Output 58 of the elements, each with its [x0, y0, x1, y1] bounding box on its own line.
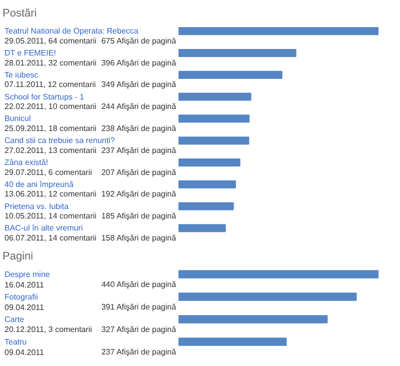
text: 13.06.2011, 12 comentarii	[4, 190, 97, 199]
y-tick-label: Cand stii ca trebuie sa renunti?	[4, 136, 116, 146]
text: 20.12.2011, 3 comentarii	[4, 324, 92, 334]
text: 09.04.2011	[4, 302, 44, 312]
y-tick-label: 40 de ani împreună	[4, 180, 74, 189]
bar	[178, 158, 240, 166]
y-tick-label: Te iubesc	[4, 70, 38, 80]
data-label: 327 Afişări de pagină	[101, 324, 177, 334]
bar	[178, 224, 226, 232]
data-label: 158 Afişări de pagină	[101, 234, 177, 243]
data-label: 440 Afişări de pagină	[101, 280, 177, 289]
text: Postări	[2, 8, 37, 20]
data-label: 192 Afişări de pagină	[101, 190, 177, 199]
text: 06.07.2011, 14 comentarii	[4, 234, 97, 243]
y-tick-label: Teatru	[4, 337, 27, 346]
y-tick-label: Bunicul	[4, 114, 31, 124]
text: 09.04.2011	[4, 348, 44, 357]
y-tick-label: Carte	[4, 314, 25, 324]
bar	[178, 180, 236, 188]
data-label: 396 Afişări de pagină	[101, 58, 177, 68]
bar	[178, 27, 378, 36]
bar	[178, 92, 252, 101]
text: 25.09.2011, 18 comentarii	[4, 124, 97, 134]
data-label: 238 Afişări de pagină	[101, 124, 177, 134]
bar	[178, 338, 287, 346]
data-label: 675 Afişări de pagină	[101, 36, 177, 46]
text: 29.07.2011, 6 comentarii	[4, 168, 92, 177]
y-tick-label: Fotografii	[4, 292, 38, 302]
text: 27.02.2011, 13 comentarii	[4, 146, 97, 155]
y-tick-label: DT e FEMEIE!	[4, 48, 56, 58]
y-tick-label: School for Startups - 1	[4, 92, 85, 102]
y-tick-label: Despre mine	[4, 270, 50, 279]
y-tick-label: Teatrul National de Operata: Rebecca	[4, 26, 139, 36]
y-tick-label: Zâna există!	[4, 158, 48, 167]
text: 16.04.2011	[4, 280, 44, 290]
data-label: 237 Afişări de pagină	[101, 146, 177, 155]
bar	[178, 270, 378, 278]
text: 28.01.2011, 32 comentarii	[4, 58, 97, 68]
text: Pagini	[2, 250, 34, 262]
text: 22.02.2011, 10 comentarii	[4, 102, 97, 112]
text: 07.11.2011, 12 comentarii	[4, 80, 96, 90]
data-label: 207 Afişări de pagină	[101, 168, 177, 177]
data-label: 185 Afişări de pagină	[101, 212, 177, 221]
bar	[178, 292, 357, 301]
y-tick-label: Prietena vs. Iubita	[4, 202, 70, 211]
text: 10.05.2011, 14 comentarii	[4, 212, 97, 221]
bar	[178, 70, 282, 79]
bar	[178, 136, 250, 145]
bar	[178, 315, 328, 324]
bar	[178, 114, 250, 123]
text: 29.05.2011, 64 comentarii	[4, 36, 97, 46]
y-tick-label: BAC-ul în alte vremuri	[4, 224, 83, 233]
bar	[178, 48, 296, 57]
data-label: 349 Afişări de pagină	[101, 80, 177, 90]
bar	[178, 202, 234, 210]
data-label: 391 Afişări de pagină	[101, 302, 177, 312]
data-label: 244 Afişări de pagină	[101, 102, 177, 112]
data-label: 237 Afişări de pagină	[101, 347, 177, 356]
